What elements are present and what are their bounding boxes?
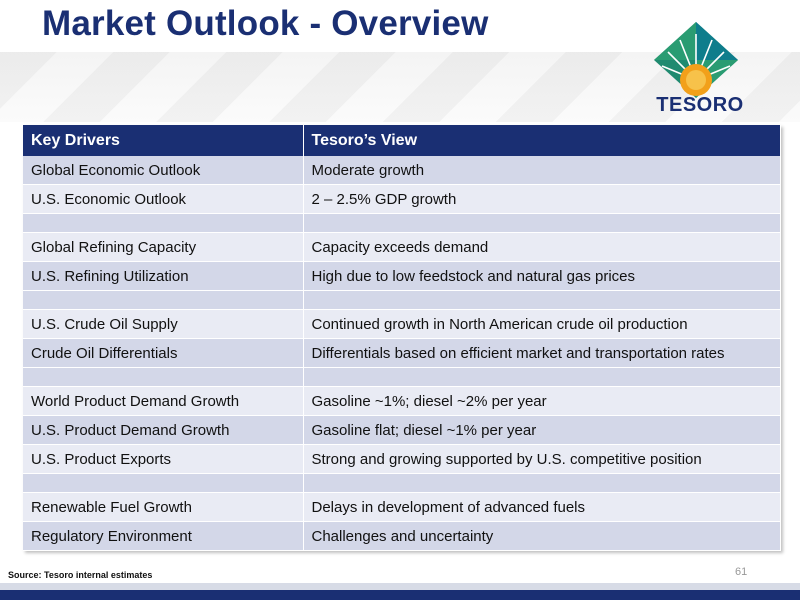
key-drivers-table: Key Drivers Tesoro’s View Global Economi… — [23, 125, 781, 551]
view-cell — [303, 213, 781, 233]
table-row: U.S. Product Demand Growth Gasoline flat… — [23, 415, 781, 445]
slide-title: Market Outlook - Overview — [42, 4, 489, 43]
logo-wordmark: TESORO — [656, 94, 744, 116]
table-row: Global Refining Capacity Capacity exceed… — [23, 232, 781, 262]
view-cell: Delays in development of advanced fuels — [303, 492, 781, 522]
table-header-row: Key Drivers Tesoro’s View — [23, 125, 781, 156]
driver-cell: Global Refining Capacity — [23, 232, 304, 262]
driver-cell: Regulatory Environment — [23, 521, 304, 551]
driver-cell — [23, 290, 304, 310]
tesoro-logo-icon — [654, 22, 738, 98]
driver-cell: U.S. Refining Utilization — [23, 261, 304, 291]
driver-cell: U.S. Crude Oil Supply — [23, 309, 304, 339]
driver-cell: U.S. Economic Outlook — [23, 184, 304, 214]
view-cell — [303, 367, 781, 387]
table-row: Global Economic Outlook Moderate growth — [23, 156, 781, 185]
view-cell: Differentials based on efficient market … — [303, 338, 781, 368]
view-cell: Gasoline flat; diesel ~1% per year — [303, 415, 781, 445]
column-header-tesoros-view: Tesoro’s View — [303, 125, 781, 156]
column-header-key-drivers: Key Drivers — [23, 125, 304, 156]
driver-cell: Crude Oil Differentials — [23, 338, 304, 368]
driver-cell: Renewable Fuel Growth — [23, 492, 304, 522]
driver-cell — [23, 473, 304, 493]
view-cell: 2 – 2.5% GDP growth — [303, 184, 781, 214]
table-spacer-row — [23, 473, 781, 493]
view-cell — [303, 290, 781, 310]
table-row: Crude Oil Differentials Differentials ba… — [23, 338, 781, 368]
table-row: U.S. Crude Oil Supply Continued growth i… — [23, 309, 781, 339]
driver-cell — [23, 367, 304, 387]
view-cell: Gasoline ~1%; diesel ~2% per year — [303, 386, 781, 416]
view-cell: High due to low feedstock and natural ga… — [303, 261, 781, 291]
footer-bar — [0, 590, 800, 600]
table-row: Regulatory Environment Challenges and un… — [23, 521, 781, 551]
driver-cell — [23, 213, 304, 233]
table-spacer-row — [23, 290, 781, 310]
table-row: World Product Demand Growth Gasoline ~1%… — [23, 386, 781, 416]
page-number: 61 — [735, 566, 748, 578]
driver-cell: Global Economic Outlook — [23, 156, 304, 185]
source-footnote: Source: Tesoro internal estimates — [8, 570, 153, 580]
table-row: U.S. Refining Utilization High due to lo… — [23, 261, 781, 291]
view-cell: Moderate growth — [303, 156, 781, 185]
view-cell: Capacity exceeds demand — [303, 232, 781, 262]
driver-cell: World Product Demand Growth — [23, 386, 304, 416]
view-cell: Challenges and uncertainty — [303, 521, 781, 551]
view-cell — [303, 473, 781, 493]
view-cell: Strong and growing supported by U.S. com… — [303, 444, 781, 474]
table-row: U.S. Product Exports Strong and growing … — [23, 444, 781, 474]
driver-cell: U.S. Product Exports — [23, 444, 304, 474]
footer-bar-light — [0, 583, 800, 590]
table-row: U.S. Economic Outlook 2 – 2.5% GDP growt… — [23, 184, 781, 214]
view-cell: Continued growth in North American crude… — [303, 309, 781, 339]
table-spacer-row — [23, 213, 781, 233]
table-row: Renewable Fuel Growth Delays in developm… — [23, 492, 781, 522]
table-spacer-row — [23, 367, 781, 387]
driver-cell: U.S. Product Demand Growth — [23, 415, 304, 445]
